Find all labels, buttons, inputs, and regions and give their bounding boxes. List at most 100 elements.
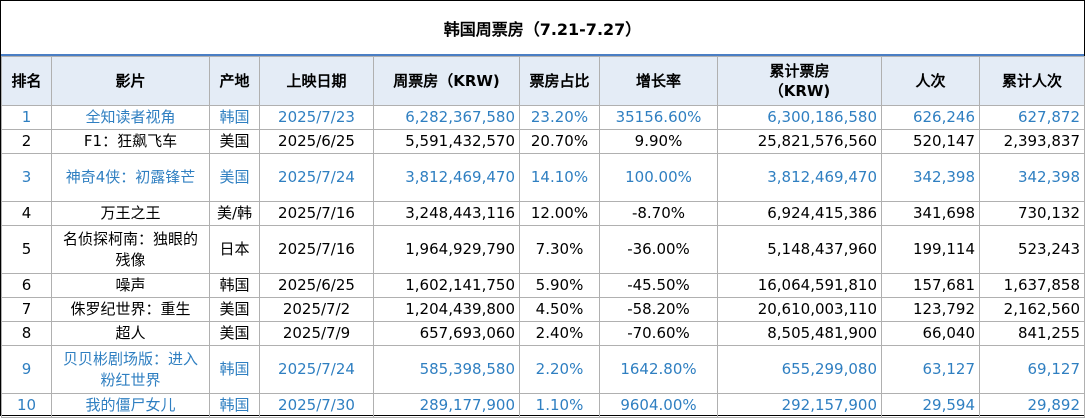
share-cell: 1.10% <box>519 393 600 418</box>
share-cell: 14.10% <box>519 153 600 202</box>
growth-cell: 1642.80% <box>599 345 718 394</box>
share-cell: 2.20% <box>519 345 600 394</box>
table-row: 7 侏罗纪世界：重生 美国 2025/7/2 1,204,439,800 4.50% -58… <box>1 297 1085 322</box>
table-row: 8 超人 美国 2025/7/9 657,693,060 2.40% -70.60% 8,50… <box>1 321 1085 346</box>
weekly-gross-cell: 5,591,432,570 <box>373 129 520 154</box>
admissions-cell: 520,147 <box>881 129 980 154</box>
film-cell: 万王之王 <box>51 201 210 226</box>
weekly-gross-cell: 1,204,439,800 <box>373 297 520 322</box>
origin-cell: 日本 <box>209 225 260 274</box>
origin-cell: 美国 <box>209 153 260 202</box>
growth-cell: -58.20% <box>599 297 718 322</box>
release-date-cell: 2025/6/25 <box>259 129 374 154</box>
col-rank-header: 排名 <box>1 56 52 106</box>
col-origin-header: 产地 <box>209 56 260 106</box>
box-office-table: 排名 影片 产地 上映日期 周票房（KRW) 票房占比 增长率 累计票房 （KRW) 人次 累计人次… <box>1 56 1085 418</box>
release-date-cell: 2025/6/25 <box>259 273 374 298</box>
col-growth-header: 增长率 <box>599 56 718 106</box>
share-cell: 23.20% <box>519 105 600 130</box>
release-date-cell: 2025/7/24 <box>259 153 374 202</box>
release-date-cell: 2025/7/16 <box>259 225 374 274</box>
film-cell: F1：狂飙飞车 <box>51 129 210 154</box>
table-row: 1 全知读者视角 韩国 2025/7/23 6,282,367,580 23.20% 351… <box>1 105 1085 130</box>
origin-cell: 美国 <box>209 297 260 322</box>
origin-cell: 美国 <box>209 321 260 346</box>
cumulative-admissions-cell: 730,132 <box>979 201 1085 226</box>
col-film-header: 影片 <box>51 56 210 106</box>
cumulative-gross-cell: 16,064,591,810 <box>717 273 882 298</box>
table-title: 韩国周票房（7.21-7.27） <box>1 1 1084 56</box>
admissions-cell: 341,698 <box>881 201 980 226</box>
weekly-gross-cell: 3,248,443,116 <box>373 201 520 226</box>
growth-cell: -36.00% <box>599 225 718 274</box>
weekly-gross-cell: 1,602,141,750 <box>373 273 520 298</box>
origin-cell: 韩国 <box>209 393 260 418</box>
col-release-date-header: 上映日期 <box>259 56 374 106</box>
film-cell: 神奇4侠：初露锋芒 <box>51 153 210 202</box>
growth-cell: 100.00% <box>599 153 718 202</box>
weekly-gross-cell: 3,812,469,470 <box>373 153 520 202</box>
rank-cell: 2 <box>1 129 52 154</box>
film-cell: 超人 <box>51 321 210 346</box>
origin-cell: 美国 <box>209 129 260 154</box>
col-share-header: 票房占比 <box>519 56 600 106</box>
share-cell: 2.40% <box>519 321 600 346</box>
film-cell: 贝贝彬剧场版：进入粉红世界 <box>51 345 210 394</box>
cumulative-gross-cell: 20,610,003,110 <box>717 297 882 322</box>
weekly-gross-cell: 289,177,900 <box>373 393 520 418</box>
growth-cell: 35156.60% <box>599 105 718 130</box>
cumulative-gross-cell: 6,924,415,386 <box>717 201 882 226</box>
cumulative-admissions-cell: 2,393,837 <box>979 129 1085 154</box>
film-cell: 噪声 <box>51 273 210 298</box>
origin-cell: 韩国 <box>209 345 260 394</box>
cumulative-gross-cell: 6,300,186,580 <box>717 105 882 130</box>
origin-cell: 美/韩 <box>209 201 260 226</box>
admissions-cell: 123,792 <box>881 297 980 322</box>
share-cell: 12.00% <box>519 201 600 226</box>
rank-cell: 3 <box>1 153 52 202</box>
cumulative-admissions-cell: 1,637,858 <box>979 273 1085 298</box>
share-cell: 7.30% <box>519 225 600 274</box>
cumulative-gross-cell: 3,812,469,470 <box>717 153 882 202</box>
cumulative-admissions-cell: 523,243 <box>979 225 1085 274</box>
cumulative-gross-cell: 8,505,481,900 <box>717 321 882 346</box>
release-date-cell: 2025/7/9 <box>259 321 374 346</box>
growth-cell: 9604.00% <box>599 393 718 418</box>
cumulative-gross-cell: 5,148,437,960 <box>717 225 882 274</box>
film-cell: 我的僵尸女儿 <box>51 393 210 418</box>
rank-cell: 10 <box>1 393 52 418</box>
header-row: 排名 影片 产地 上映日期 周票房（KRW) 票房占比 增长率 累计票房 （KRW) 人次 累计人次 <box>1 56 1085 106</box>
col-weekly-gross-header: 周票房（KRW) <box>373 56 520 106</box>
col-cumulative-admissions-header: 累计人次 <box>979 56 1085 106</box>
table-row: 2 F1：狂飙飞车 美国 2025/6/25 5,591,432,570 20.70% 9.… <box>1 129 1085 154</box>
growth-cell: -8.70% <box>599 201 718 226</box>
table-row: 3 神奇4侠：初露锋芒 美国 2025/7/24 3,812,469,470 14.10%… <box>1 153 1085 202</box>
cumulative-gross-cell: 25,821,576,560 <box>717 129 882 154</box>
cumulative-admissions-cell: 29,892 <box>979 393 1085 418</box>
table-row: 6 噪声 韩国 2025/6/25 1,602,141,750 5.90% -45.50% 1… <box>1 273 1085 298</box>
rank-cell: 6 <box>1 273 52 298</box>
admissions-cell: 63,127 <box>881 345 980 394</box>
film-cell: 名侦探柯南：独眼的残像 <box>51 225 210 274</box>
growth-cell: -45.50% <box>599 273 718 298</box>
rank-cell: 9 <box>1 345 52 394</box>
table-body: 1 全知读者视角 韩国 2025/7/23 6,282,367,580 23.20% 351… <box>1 105 1085 418</box>
origin-cell: 韩国 <box>209 273 260 298</box>
rank-cell: 7 <box>1 297 52 322</box>
rank-cell: 5 <box>1 225 52 274</box>
film-cell: 全知读者视角 <box>51 105 210 130</box>
admissions-cell: 29,594 <box>881 393 980 418</box>
growth-cell: -70.60% <box>599 321 718 346</box>
cumulative-gross-cell: 292,157,900 <box>717 393 882 418</box>
release-date-cell: 2025/7/30 <box>259 393 374 418</box>
admissions-cell: 66,040 <box>881 321 980 346</box>
release-date-cell: 2025/7/24 <box>259 345 374 394</box>
weekly-gross-cell: 1,964,929,790 <box>373 225 520 274</box>
rank-cell: 4 <box>1 201 52 226</box>
release-date-cell: 2025/7/2 <box>259 297 374 322</box>
table-row: 4 万王之王 美/韩 2025/7/16 3,248,443,116 12.00% -8.7… <box>1 201 1085 226</box>
weekly-gross-cell: 6,282,367,580 <box>373 105 520 130</box>
admissions-cell: 157,681 <box>881 273 980 298</box>
origin-cell: 韩国 <box>209 105 260 130</box>
cumulative-admissions-cell: 342,398 <box>979 153 1085 202</box>
